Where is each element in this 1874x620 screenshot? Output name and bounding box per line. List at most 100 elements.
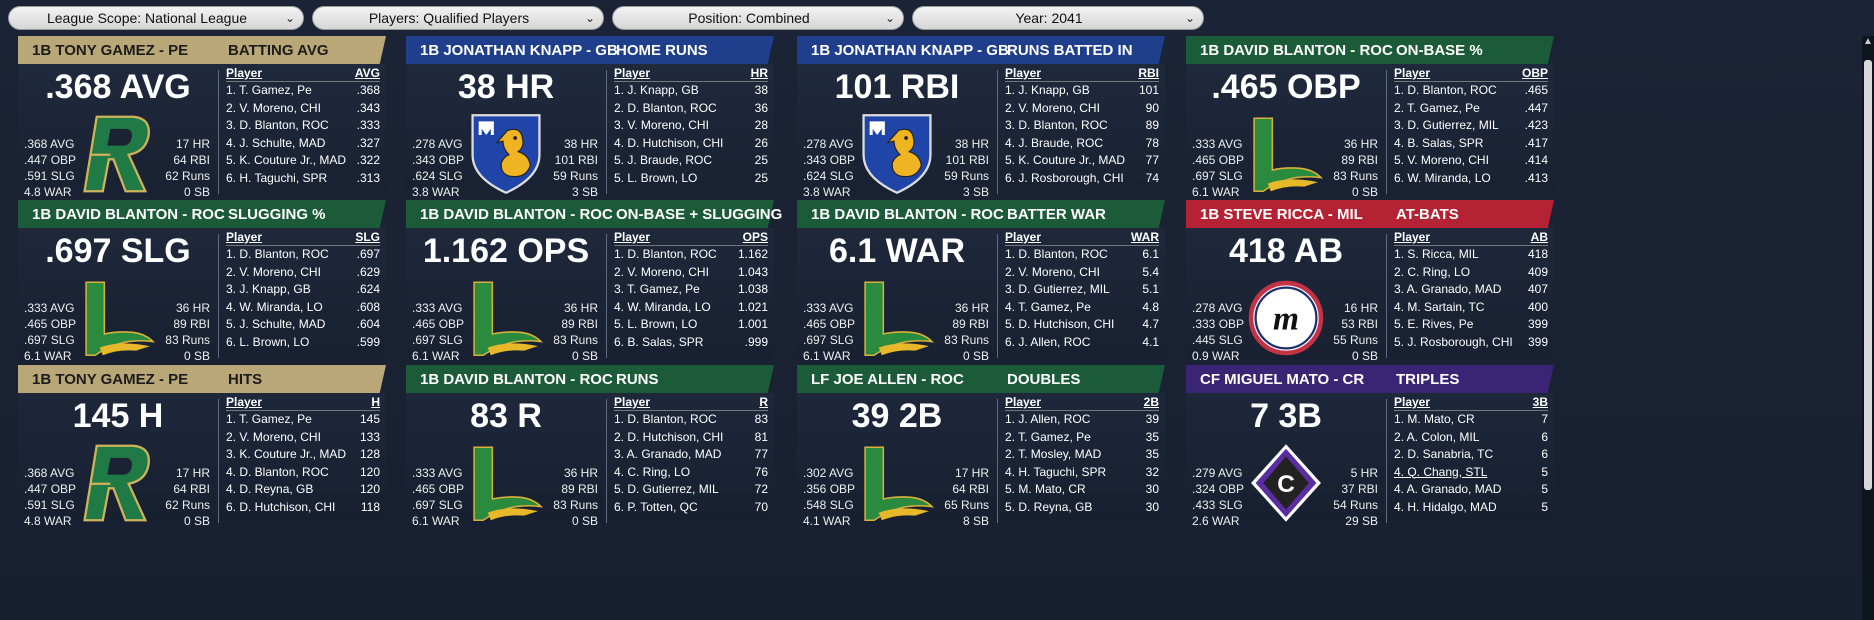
stat-column-header[interactable]: H [371,395,380,409]
leader-name[interactable]: 5. K. Couture Jr., MAD [1005,153,1126,167]
table-row[interactable]: 2. T. Gamez, Pe .447 [1394,100,1548,118]
leader-name[interactable]: 3. D. Blanton, ROC [1005,118,1108,132]
leader-name[interactable]: 5. M. Mato, CR [1005,482,1086,496]
vertical-scrollbar[interactable]: ▲ [1862,36,1874,620]
stat-column-header[interactable]: 2B [1143,395,1159,409]
table-row[interactable]: 6. B. Salas, SPR .999 [614,334,768,352]
table-row[interactable]: 2. V. Moreno, CHI .343 [226,100,380,118]
leader-name[interactable]: 4. D. Reyna, GB [226,482,314,496]
leader-name[interactable]: 5. L. Brown, LO [614,170,698,185]
leader-card-batter-war[interactable]: 1B DAVID BLANTON - ROC BATTER WAR 6.1 WAR.… [797,200,1246,390]
table-row[interactable]: 6. D. Hutchison, CHI 118 [226,499,380,517]
leader-name[interactable]: 1. D. Blanton, ROC [1394,83,1497,97]
leader-name[interactable]: 2. T. Gamez, Pe [1005,429,1091,444]
leader-name[interactable]: 2. V. Moreno, CHI [226,264,321,279]
leader-name[interactable]: 2. V. Moreno, CHI [1005,264,1100,279]
leader-name[interactable]: 2. T. Gamez, Pe [1394,100,1480,115]
table-row[interactable]: 6. W. Miranda, LO .413 [1394,170,1548,188]
leader-name[interactable]: 4. H. Taguchi, SPR [1005,464,1107,479]
leader-name[interactable]: 4. T. Gamez, Pe [1005,299,1091,314]
stat-column-header[interactable]: HR [750,66,768,80]
leader-name[interactable]: 4. B. Salas, SPR [1394,135,1484,150]
table-row[interactable]: 5. V. Moreno, CHI .414 [1394,152,1548,170]
stat-column-header[interactable]: 3B [1532,395,1548,409]
leader-card-triples[interactable]: CF MIGUEL MATO - CR TRIPLES 7 3B C .279 AVG.… [1186,365,1635,555]
player-column-header[interactable]: Player [614,230,651,244]
leader-name[interactable]: 3. A. Granado, MAD [1394,282,1502,296]
leader-name[interactable]: 1. T. Gamez, Pe [226,83,312,97]
table-row[interactable]: 4. D. Blanton, ROC 120 [226,464,380,482]
table-row[interactable]: 1. J. Allen, ROC 39 [1005,411,1159,429]
leader-player-name[interactable]: 1B JONATHAN KNAPP - GB [811,42,1009,59]
leader-name[interactable]: 3. D. Gutierrez, MIL [1005,282,1110,296]
table-row[interactable]: 4. D. Reyna, GB 120 [226,481,380,499]
leader-name[interactable]: 6. P. Totten, QC [614,499,698,514]
table-row[interactable]: 4. D. Hutchison, CHI 26 [614,135,768,153]
table-row[interactable]: 5. J. Schulte, MAD .604 [226,316,380,334]
table-row[interactable]: 2. D. Hutchison, CHI 81 [614,429,768,447]
table-row[interactable]: 3. K. Couture Jr., MAD 128 [226,446,380,464]
table-row[interactable]: 3. D. Gutierrez, MIL 5.1 [1005,281,1159,299]
table-row[interactable]: 1. S. Ricca, MIL 418 [1394,246,1548,264]
player-column-header[interactable]: Player [1005,66,1042,80]
leader-name[interactable]: 1. M. Mato, CR [1394,412,1475,426]
leader-name[interactable]: 5. K. Couture Jr., MAD [226,153,347,167]
table-row[interactable]: 5. K. Couture Jr., MAD 77 [1005,152,1159,170]
leader-player-name[interactable]: 1B JONATHAN KNAPP - GB [420,42,618,59]
leader-name[interactable]: 6. J. Rosborough, CHI [1005,170,1124,185]
leader-name[interactable]: 5. J. Rosborough, CHI [1394,334,1513,349]
leader-name[interactable]: 4. J. Braude, ROC [1005,135,1104,150]
leader-player-name[interactable]: 1B DAVID BLANTON - ROC [811,206,1004,223]
leader-name[interactable]: 2. V. Moreno, CHI [226,100,321,115]
table-row[interactable]: 4. M. Sartain, TC 400 [1394,299,1548,317]
table-row[interactable]: 5. E. Rives, Pe 399 [1394,316,1548,334]
table-row[interactable]: 1. D. Blanton, ROC .465 [1394,82,1548,100]
table-row[interactable]: 6. P. Totten, QC 70 [614,499,768,517]
table-row[interactable]: 5. J. Braude, ROC 25 [614,152,768,170]
player-column-header[interactable]: Player [614,66,651,80]
table-row[interactable]: 4. J. Braude, ROC 78 [1005,135,1159,153]
table-row[interactable]: 1. T. Gamez, Pe .368 [226,82,380,100]
leader-name[interactable]: 6. J. Allen, ROC [1005,334,1091,349]
leader-player-name[interactable]: 1B DAVID BLANTON - ROC [420,206,613,223]
table-row[interactable]: 2. D. Sanabria, TC 6 [1394,446,1548,464]
leader-card-runs-batted-in[interactable]: 1B JONATHAN KNAPP - GB RUNS BATTED IN 101 … [797,36,1246,226]
leader-name[interactable]: 3. V. Moreno, CHI [614,118,709,132]
leader-card-hits[interactable]: 1B TONY GAMEZ - PE HITS 145 H .368 AVG .447 … [18,365,467,555]
leader-card-home-runs[interactable]: 1B JONATHAN KNAPP - GB HOME RUNS 38 HR .278… [406,36,855,226]
leader-name[interactable]: 6. W. Miranda, LO [1394,170,1491,185]
stat-column-header[interactable]: R [759,395,768,409]
table-row[interactable]: 2. A. Colon, MIL 6 [1394,429,1548,447]
table-row[interactable]: 6. J. Rosborough, CHI 74 [1005,170,1159,188]
table-row[interactable]: 4. J. Schulte, MAD .327 [226,135,380,153]
table-row[interactable]: 2. V. Moreno, CHI 1.043 [614,264,768,282]
table-row[interactable]: 5. J. Rosborough, CHI 399 [1394,334,1548,352]
leader-card-on-base-slugging[interactable]: 1B DAVID BLANTON - ROC ON-BASE + SLUGGING… [406,200,855,390]
stat-column-header[interactable]: AVG [354,66,380,80]
table-row[interactable]: 3. A. Granado, MAD 77 [614,446,768,464]
leader-name[interactable]: 6. D. Hutchison, CHI [226,499,336,514]
scroll-thumb[interactable] [1864,60,1872,490]
leader-name[interactable]: 5. D. Gutierrez, MIL [614,482,719,496]
leader-name[interactable]: 5. J. Braude, ROC [614,153,713,167]
leader-name[interactable]: 3. D. Gutierrez, MIL [1394,118,1499,132]
leader-player-name[interactable]: 1B DAVID BLANTON - ROC [1200,42,1393,59]
table-row[interactable]: 3. D. Blanton, ROC .333 [226,117,380,135]
leader-name[interactable]: 2. V. Moreno, CHI [1005,100,1100,115]
leader-name[interactable]: 1. J. Knapp, GB [614,83,699,97]
leader-name[interactable]: 3. A. Granado, MAD [614,447,722,461]
leader-name[interactable]: 5. V. Moreno, CHI [1394,153,1489,167]
table-row[interactable]: 4. H. Taguchi, SPR 32 [1005,464,1159,482]
leader-name[interactable]: 4. M. Sartain, TC [1394,299,1485,314]
table-row[interactable]: 1. T. Gamez, Pe 145 [226,411,380,429]
leader-card-doubles[interactable]: LF JOE ALLEN - ROC DOUBLES 39 2B .302 AVG .3… [797,365,1246,555]
leader-player-name[interactable]: CF MIGUEL MATO - CR [1200,371,1365,388]
table-row[interactable]: 6. H. Taguchi, SPR .313 [226,170,380,188]
table-row[interactable]: 3. V. Moreno, CHI 28 [614,117,768,135]
leader-name[interactable]: 2. D. Blanton, ROC [614,100,717,115]
table-row[interactable]: 1. D. Blanton, ROC 83 [614,411,768,429]
player-column-header[interactable]: Player [226,230,263,244]
leader-name[interactable]: 3. K. Couture Jr., MAD [226,447,347,461]
leader-card-on-base-[interactable]: 1B DAVID BLANTON - ROC ON-BASE % .465 OBP.… [1186,36,1635,226]
leader-name[interactable]: 4. D. Blanton, ROC [226,464,329,479]
